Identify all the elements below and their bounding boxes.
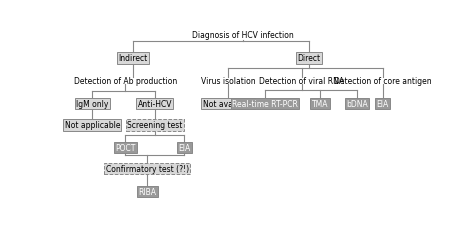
Text: Diagnosis of HCV infection: Diagnosis of HCV infection <box>192 31 294 39</box>
Text: Detection of Ab production: Detection of Ab production <box>74 77 177 86</box>
Text: Real-time RT-PCR: Real-time RT-PCR <box>232 100 298 109</box>
Text: Indirect: Indirect <box>118 54 147 63</box>
Text: Screening test: Screening test <box>127 121 182 130</box>
Text: EIA: EIA <box>178 143 190 152</box>
Text: POCT: POCT <box>115 143 136 152</box>
Text: EIA: EIA <box>376 100 389 109</box>
Text: IgM only: IgM only <box>76 100 109 109</box>
Text: RIBA: RIBA <box>138 187 156 196</box>
Text: Not available: Not available <box>203 100 254 109</box>
Text: bDNA: bDNA <box>346 100 368 109</box>
Text: Anti-HCV: Anti-HCV <box>137 100 172 109</box>
Text: Detection of viral RNA: Detection of viral RNA <box>259 77 344 86</box>
Text: Confirmatory test (?!): Confirmatory test (?!) <box>106 164 189 173</box>
Text: Detection of core antigen: Detection of core antigen <box>334 77 431 86</box>
Text: TMA: TMA <box>312 100 328 109</box>
Text: Direct: Direct <box>298 54 320 63</box>
Text: Virus isolation: Virus isolation <box>201 77 255 86</box>
Text: Not applicable: Not applicable <box>64 121 120 130</box>
